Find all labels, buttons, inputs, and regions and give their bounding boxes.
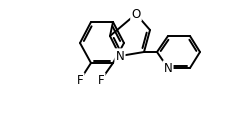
- Text: O: O: [131, 7, 141, 20]
- Text: F: F: [77, 73, 83, 86]
- Text: F: F: [98, 73, 104, 86]
- Text: N: N: [116, 50, 124, 62]
- Text: N: N: [164, 61, 172, 75]
